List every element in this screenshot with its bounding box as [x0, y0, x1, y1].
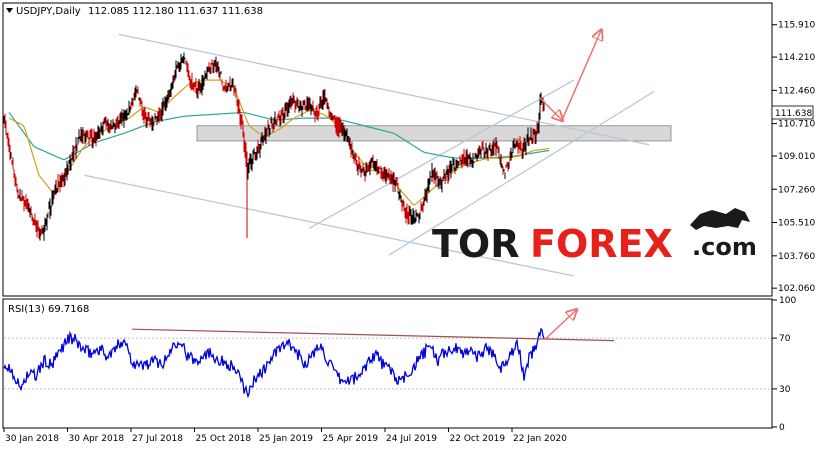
date-tick-label: 24 Jul 2019 [386, 434, 437, 444]
rsi-panel-frame [2, 298, 773, 429]
price-tick-label: 109.010 [778, 152, 815, 162]
rsi-title: RSI(13) 69.7168 [8, 304, 89, 315]
channel-line [388, 90, 655, 256]
watermark-dotcom: .com [692, 233, 757, 261]
current-price-label: 111.638 [775, 109, 812, 119]
forecast-arrow [538, 96, 562, 120]
price-tick-label: 110.710 [778, 120, 815, 130]
resistance-zone [196, 125, 672, 142]
watermark-forex: FOREX [530, 222, 673, 266]
date-tick-label: 25 Oct 2018 [196, 434, 252, 444]
rsi-tick-label: 0 [779, 423, 785, 433]
torforex-watermark: TOR FOREX .com [432, 208, 757, 266]
forecast-arrow [561, 31, 601, 121]
rsi-tick-label: 30 [779, 385, 791, 395]
date-tick-label: 27 Jul 2018 [132, 434, 183, 444]
bull-logo-icon [690, 208, 750, 230]
price-tick-label: 112.460 [778, 86, 815, 96]
symbol-label: USDJPY,Daily [16, 6, 81, 17]
main-panel-frame [2, 2, 773, 297]
rsi-line [3, 327, 545, 399]
date-tick-label: 22 Oct 2019 [450, 434, 506, 444]
channel-line [118, 33, 650, 146]
date-tick-label: 30 Apr 2018 [69, 434, 125, 444]
ohlc-values: 112.085 112.180 111.637 111.638 [88, 6, 263, 17]
rsi-trendline [131, 328, 615, 342]
price-tick-label: 103.760 [778, 252, 815, 262]
dropdown-triangle-icon[interactable] [6, 8, 13, 13]
watermark-tor: TOR [432, 222, 520, 266]
price-tick-label: 114.210 [778, 53, 815, 63]
channel-line [308, 79, 575, 229]
date-tick-label: 25 Jan 2019 [259, 434, 313, 444]
channel-line [83, 174, 575, 277]
price-tick-label: 102.060 [778, 284, 815, 294]
date-tick-label: 22 Jan 2020 [513, 434, 567, 444]
current-price-box [771, 105, 814, 120]
price-tick-label: 105.510 [778, 219, 815, 229]
date-tick-label: 25 Apr 2019 [323, 434, 379, 444]
rsi-forecast-arrow [544, 310, 576, 340]
price-tick-label: 115.910 [778, 21, 815, 31]
date-tick-label: 30 Jan 2018 [5, 434, 59, 444]
price-tick-label: 107.260 [778, 185, 815, 195]
rsi-tick-label: 100 [779, 296, 796, 306]
rsi-tick-label: 70 [779, 334, 791, 344]
